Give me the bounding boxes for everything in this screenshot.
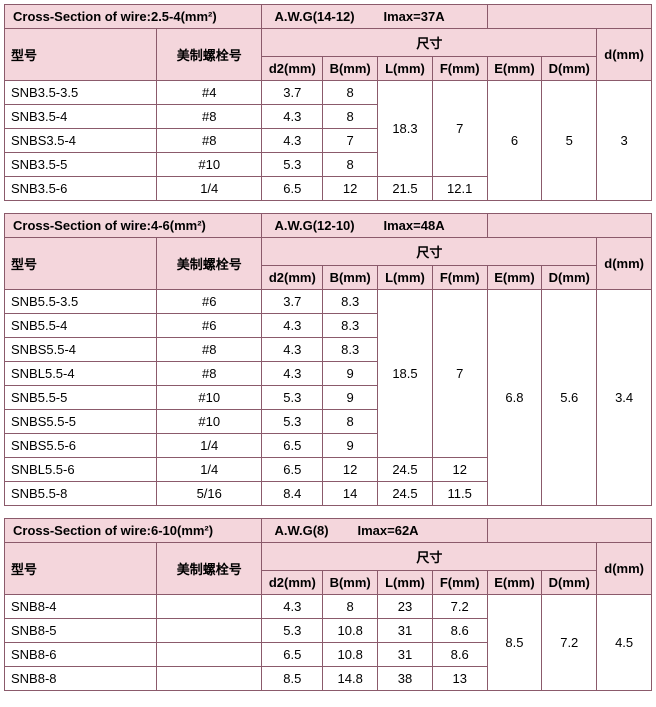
col-E: E(mm): [487, 57, 542, 81]
col-d2: d2(mm): [262, 571, 323, 595]
col-d: d(mm): [597, 543, 652, 595]
table-row: SNB5.5-3.5#63.78.318.576.85.63.4: [5, 290, 652, 314]
col-model: 型号: [5, 238, 157, 290]
col-dims: 尺寸: [262, 543, 597, 571]
col-F: F(mm): [432, 57, 487, 81]
col-B: B(mm): [323, 266, 378, 290]
col-F: F(mm): [432, 571, 487, 595]
header-row-1: 型号美制螺栓号尺寸d(mm): [5, 543, 652, 571]
col-d: d(mm): [597, 238, 652, 290]
spec-table-1: Cross-Section of wire:4-6(mm²)A.W.G(12-1…: [4, 213, 652, 506]
col-B: B(mm): [323, 57, 378, 81]
table-row: SNB3.5-3.5#43.7818.37653: [5, 81, 652, 105]
col-B: B(mm): [323, 571, 378, 595]
col-model: 型号: [5, 29, 157, 81]
col-L: L(mm): [378, 571, 433, 595]
col-D: D(mm): [542, 571, 597, 595]
col-dims: 尺寸: [262, 238, 597, 266]
spec-table-2: Cross-Section of wire:6-10(mm²)A.W.G(8) …: [4, 518, 652, 691]
spec-row: Cross-Section of wire:6-10(mm²)A.W.G(8) …: [5, 519, 652, 543]
col-L: L(mm): [378, 266, 433, 290]
table-row: SNB8-44.38237.28.57.24.5: [5, 595, 652, 619]
col-d2: d2(mm): [262, 57, 323, 81]
col-D: D(mm): [542, 266, 597, 290]
spec-row: Cross-Section of wire:2.5-4(mm²)A.W.G(14…: [5, 5, 652, 29]
col-D: D(mm): [542, 57, 597, 81]
header-row-1: 型号美制螺栓号尺寸d(mm): [5, 238, 652, 266]
col-L: L(mm): [378, 57, 433, 81]
col-E: E(mm): [487, 266, 542, 290]
col-bolt: 美制螺栓号: [157, 543, 262, 595]
col-F: F(mm): [432, 266, 487, 290]
col-d: d(mm): [597, 29, 652, 81]
col-E: E(mm): [487, 571, 542, 595]
col-model: 型号: [5, 543, 157, 595]
col-bolt: 美制螺栓号: [157, 29, 262, 81]
col-dims: 尺寸: [262, 29, 597, 57]
col-bolt: 美制螺栓号: [157, 238, 262, 290]
spec-table-0: Cross-Section of wire:2.5-4(mm²)A.W.G(14…: [4, 4, 652, 201]
spec-row: Cross-Section of wire:4-6(mm²)A.W.G(12-1…: [5, 214, 652, 238]
col-d2: d2(mm): [262, 266, 323, 290]
header-row-1: 型号美制螺栓号尺寸d(mm): [5, 29, 652, 57]
